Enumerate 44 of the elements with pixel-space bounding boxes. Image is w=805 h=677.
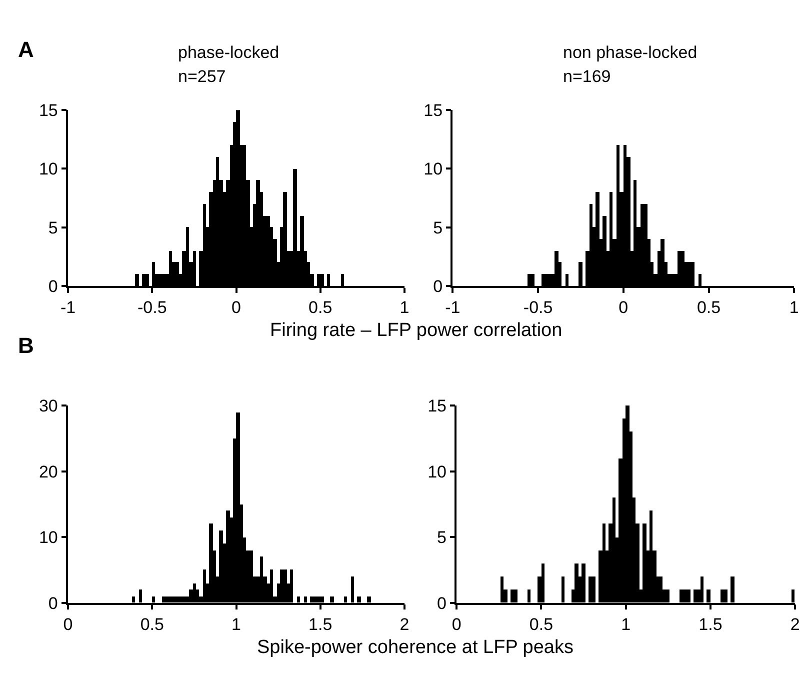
- y-tick-label: 15: [38, 101, 58, 120]
- x-tick-label: -0.5: [137, 298, 167, 318]
- x-tick-label: 1.5: [308, 615, 332, 634]
- y-tick-label: 10: [424, 160, 443, 179]
- y-tick-label: 0: [48, 276, 58, 296]
- y-tick-label: 10: [38, 160, 58, 179]
- y-tick-label: 5: [433, 218, 443, 238]
- x-tick-label: 1: [232, 615, 241, 634]
- y-tick-label: 0: [48, 594, 58, 613]
- y-tick-label: 15: [428, 396, 446, 416]
- x-tick-label: 2: [790, 615, 800, 634]
- x-tick-label: 0.5: [529, 615, 554, 634]
- text: A: [18, 37, 34, 62]
- x-tick-label: 0: [232, 298, 241, 318]
- text: B: [18, 333, 34, 358]
- y-tick-label: 30: [38, 396, 58, 416]
- x-tick-label: 0: [452, 615, 462, 634]
- x-axis-title: Firing rate – LFP power correlation: [270, 320, 562, 341]
- x-tick-label: -1: [445, 298, 460, 318]
- x-tick-label: 1: [789, 298, 799, 318]
- x-tick-label: 1: [621, 615, 631, 634]
- y-tick-label: 0: [437, 594, 446, 613]
- chart-subtitle: n=257: [178, 67, 226, 86]
- x-tick-label: 1.5: [698, 615, 722, 634]
- y-tick-label: 10: [38, 528, 58, 548]
- x-tick-label: 0.5: [140, 615, 164, 634]
- x-tick-label: 0: [63, 615, 73, 634]
- chart-title: phase-locked: [178, 43, 280, 62]
- x-tick-label: 0.5: [696, 298, 721, 318]
- x-tick-label: 1: [400, 298, 410, 318]
- y-tick-label: 5: [437, 528, 446, 548]
- y-tick-label: 15: [424, 101, 443, 120]
- chart-subtitle: n=169: [563, 67, 611, 86]
- x-tick-label: 0.5: [308, 298, 332, 318]
- x-tick-label: -0.5: [523, 298, 553, 318]
- x-tick-label: 2: [400, 615, 410, 634]
- y-tick-label: 5: [48, 218, 58, 238]
- x-tick-label: -1: [60, 298, 76, 318]
- chart-title: non phase-locked: [563, 43, 698, 62]
- y-tick-label: 20: [38, 462, 58, 482]
- y-tick-label: 10: [428, 462, 446, 482]
- x-axis-title: Spike-power coherence at LFP peaks: [257, 637, 574, 658]
- x-tick-label: 0: [618, 298, 628, 318]
- y-tick-label: 0: [433, 276, 443, 296]
